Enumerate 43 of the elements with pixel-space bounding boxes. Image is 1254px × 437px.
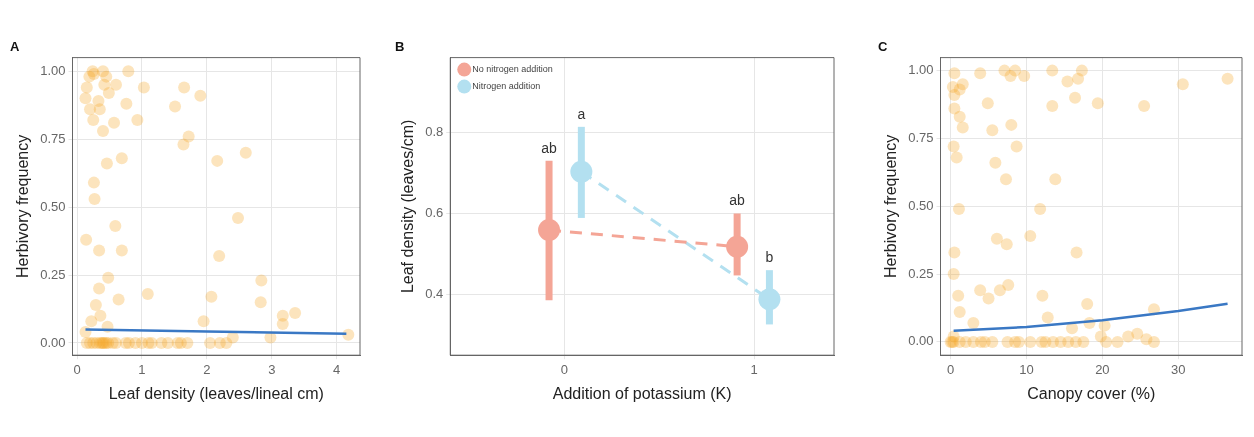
x-tick-label: 1 xyxy=(138,361,146,377)
x-axis-title: Leaf density (leaves/lineal cm) xyxy=(108,384,324,402)
x-tick-label: 0 xyxy=(560,361,568,377)
x-tick-label: 30 xyxy=(1171,361,1186,377)
x-axis-title: Addition of potassium (K) xyxy=(552,384,732,402)
chart-title: A xyxy=(10,39,20,55)
chart-title: C xyxy=(878,39,888,55)
point xyxy=(758,288,781,311)
x-tick-label: 0 xyxy=(73,361,81,377)
y-tick-label: 0.75 xyxy=(40,130,66,146)
y-tick-label: 0.00 xyxy=(908,333,934,349)
x-tick-label: 3 xyxy=(268,361,276,377)
legend-label: No nitrogen addition xyxy=(472,64,553,75)
legend-label: Nitrogen addition xyxy=(472,81,541,92)
y-tick-label: 0.25 xyxy=(40,266,66,282)
y-tick-label: 0.50 xyxy=(40,198,66,214)
y-axis-title: Herbivory frequency xyxy=(14,134,32,278)
chart-title: B xyxy=(395,39,405,55)
annotation: b xyxy=(765,249,774,266)
x-tick-label: 20 xyxy=(1095,361,1110,377)
y-tick-label: 0.4 xyxy=(425,286,444,302)
x-tick-label: 4 xyxy=(333,361,341,377)
x-tick-label: 2 xyxy=(203,361,211,377)
y-tick-label: 1.00 xyxy=(908,62,934,78)
x-tick-label: 10 xyxy=(1019,361,1034,377)
y-tick-label: 0.00 xyxy=(40,334,66,350)
point xyxy=(570,160,593,183)
y-axis-title: Herbivory frequency xyxy=(882,134,900,278)
y-axis-title: Leaf density (leaves/cm) xyxy=(399,119,417,294)
y-tick-label: 0.8 xyxy=(425,124,444,140)
y-tick-label: 0.50 xyxy=(908,197,934,213)
point xyxy=(726,235,749,258)
x-tick-label: 0 xyxy=(946,361,955,377)
y-tick-label: 0.75 xyxy=(908,130,934,146)
x-axis-title: Canopy cover (%) xyxy=(1027,384,1156,402)
y-tick-label: 1.00 xyxy=(40,62,66,78)
annotation: ab xyxy=(541,139,558,156)
y-tick-label: 0.25 xyxy=(908,265,934,281)
annotation: ab xyxy=(729,192,746,209)
annotation: a xyxy=(577,105,586,122)
y-tick-label: 0.6 xyxy=(425,205,444,221)
point xyxy=(538,219,561,242)
x-tick-label: 1 xyxy=(750,361,758,377)
